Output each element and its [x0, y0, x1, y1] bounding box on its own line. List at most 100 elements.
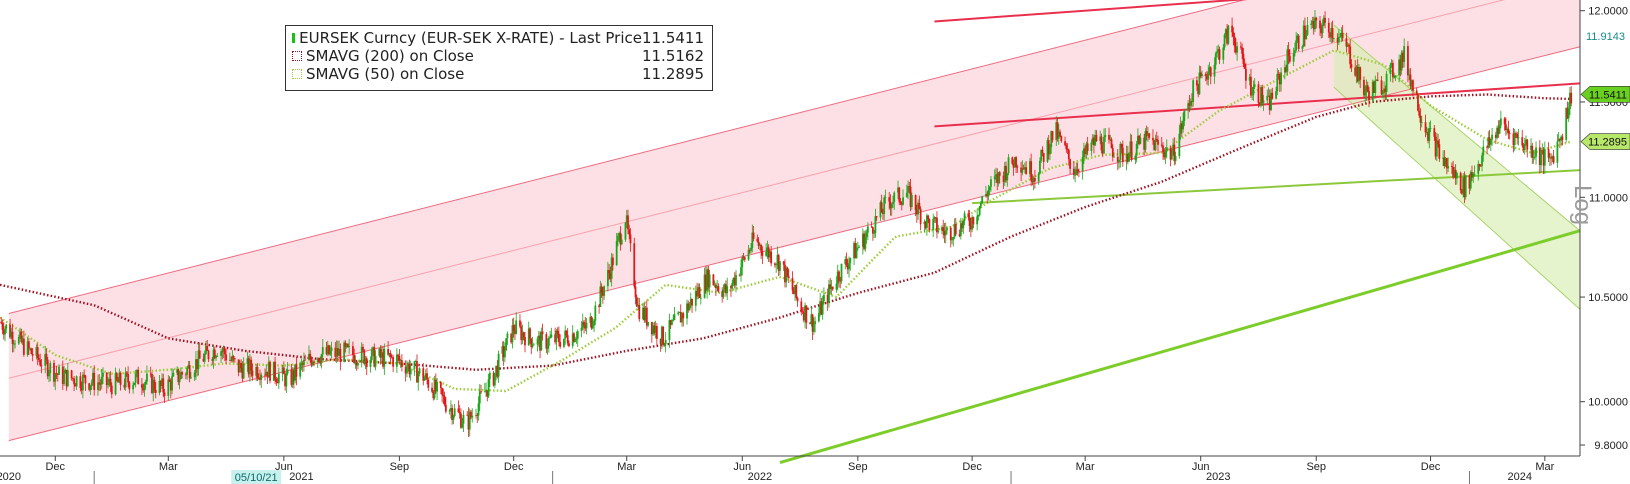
candle-body — [608, 270, 611, 274]
candle-body — [698, 287, 701, 298]
candle-body — [172, 372, 175, 377]
candle-body — [652, 325, 655, 335]
date-marker-label: 05/10/21 — [235, 472, 278, 484]
candle-body — [119, 372, 122, 385]
candle-body — [643, 307, 646, 321]
candle-body — [1355, 66, 1358, 76]
candle-body — [458, 412, 461, 414]
candle-body — [313, 361, 315, 363]
candle-body — [202, 358, 205, 362]
candle-body — [751, 232, 754, 248]
candle-body — [53, 362, 55, 382]
candle-body — [406, 367, 408, 374]
candle-body — [1340, 33, 1343, 37]
candle-body — [952, 237, 955, 240]
candle-body — [545, 334, 548, 349]
candle-body — [554, 334, 557, 343]
candle-body — [642, 307, 644, 320]
candle-body — [732, 277, 735, 284]
candle-body — [838, 271, 840, 281]
candle-body — [811, 314, 814, 332]
candle-body — [477, 403, 480, 416]
candle-body — [493, 372, 496, 386]
candle-body — [343, 342, 346, 362]
candle-body — [345, 344, 348, 347]
candle-body — [1179, 123, 1182, 134]
candle-body — [936, 217, 938, 233]
candle-body — [153, 379, 156, 390]
candle-body — [1427, 132, 1429, 141]
candle-body — [1257, 84, 1260, 103]
candle-body — [846, 265, 849, 270]
legend-sma50-name: SMAVG (50) on Close — [306, 65, 465, 83]
candle-body — [795, 285, 798, 298]
candle-body — [1420, 122, 1423, 124]
candle-body — [1356, 66, 1359, 82]
candle-body — [88, 383, 91, 390]
candle-body — [1350, 64, 1353, 68]
candle-body — [432, 391, 435, 399]
candle-body — [1314, 17, 1316, 30]
candle-body — [1435, 140, 1438, 157]
candle-body — [497, 353, 500, 377]
candle-body — [1, 323, 4, 330]
candle-body — [915, 210, 918, 215]
candle-body — [774, 263, 776, 265]
candle-body — [395, 354, 398, 367]
candle-body — [102, 372, 104, 377]
candle-body — [1398, 59, 1401, 76]
candle-body — [1561, 136, 1564, 140]
candle-body — [40, 365, 43, 367]
candle-body — [1523, 143, 1526, 151]
candle-body — [462, 414, 465, 424]
candle-body — [864, 237, 867, 249]
candle-body — [726, 286, 729, 294]
candle-body — [301, 363, 304, 366]
candle-body — [826, 294, 829, 304]
candle-body — [143, 384, 146, 391]
candle-body — [713, 284, 716, 286]
candle-body — [247, 358, 250, 375]
candle-body — [776, 255, 779, 265]
candle-body — [1383, 88, 1385, 94]
candle-body — [1032, 178, 1035, 182]
candle-body — [190, 377, 192, 379]
candle-body — [347, 344, 349, 347]
candle-body — [804, 305, 806, 321]
candle-body — [203, 353, 206, 362]
candle-body — [1496, 127, 1499, 138]
candle-body — [461, 423, 464, 428]
candle-body — [1208, 67, 1211, 73]
candle-body — [46, 359, 49, 377]
candle-body — [353, 354, 356, 364]
candle-body — [897, 187, 899, 193]
candle-body — [571, 333, 574, 347]
badge-last-price-label: 11.5411 — [1589, 89, 1627, 101]
candle-body — [231, 356, 234, 361]
candle-body — [934, 217, 937, 219]
legend-swatch-sma200 — [292, 51, 302, 61]
candle-body — [1157, 139, 1159, 145]
candle-body — [56, 374, 59, 375]
candle-body — [1371, 81, 1374, 101]
candle-body — [169, 381, 172, 391]
candle-body — [633, 243, 636, 287]
candle-body — [478, 391, 481, 404]
candle-body — [767, 247, 770, 258]
candle-body — [1085, 143, 1088, 154]
candle-body — [976, 216, 979, 225]
candle-body — [1412, 80, 1414, 91]
candle-body — [933, 217, 936, 219]
candle-body — [615, 240, 618, 266]
candle-body — [123, 384, 126, 388]
date-marker-box — [231, 470, 282, 484]
candle-body — [779, 261, 781, 271]
candle-body — [704, 274, 707, 291]
candle-body — [802, 312, 805, 321]
candle-body — [45, 353, 48, 360]
candle-body — [14, 343, 16, 345]
candle-body — [923, 221, 926, 225]
candle-body — [1104, 134, 1107, 137]
candle-body — [1095, 135, 1098, 141]
candle-body — [232, 356, 235, 359]
